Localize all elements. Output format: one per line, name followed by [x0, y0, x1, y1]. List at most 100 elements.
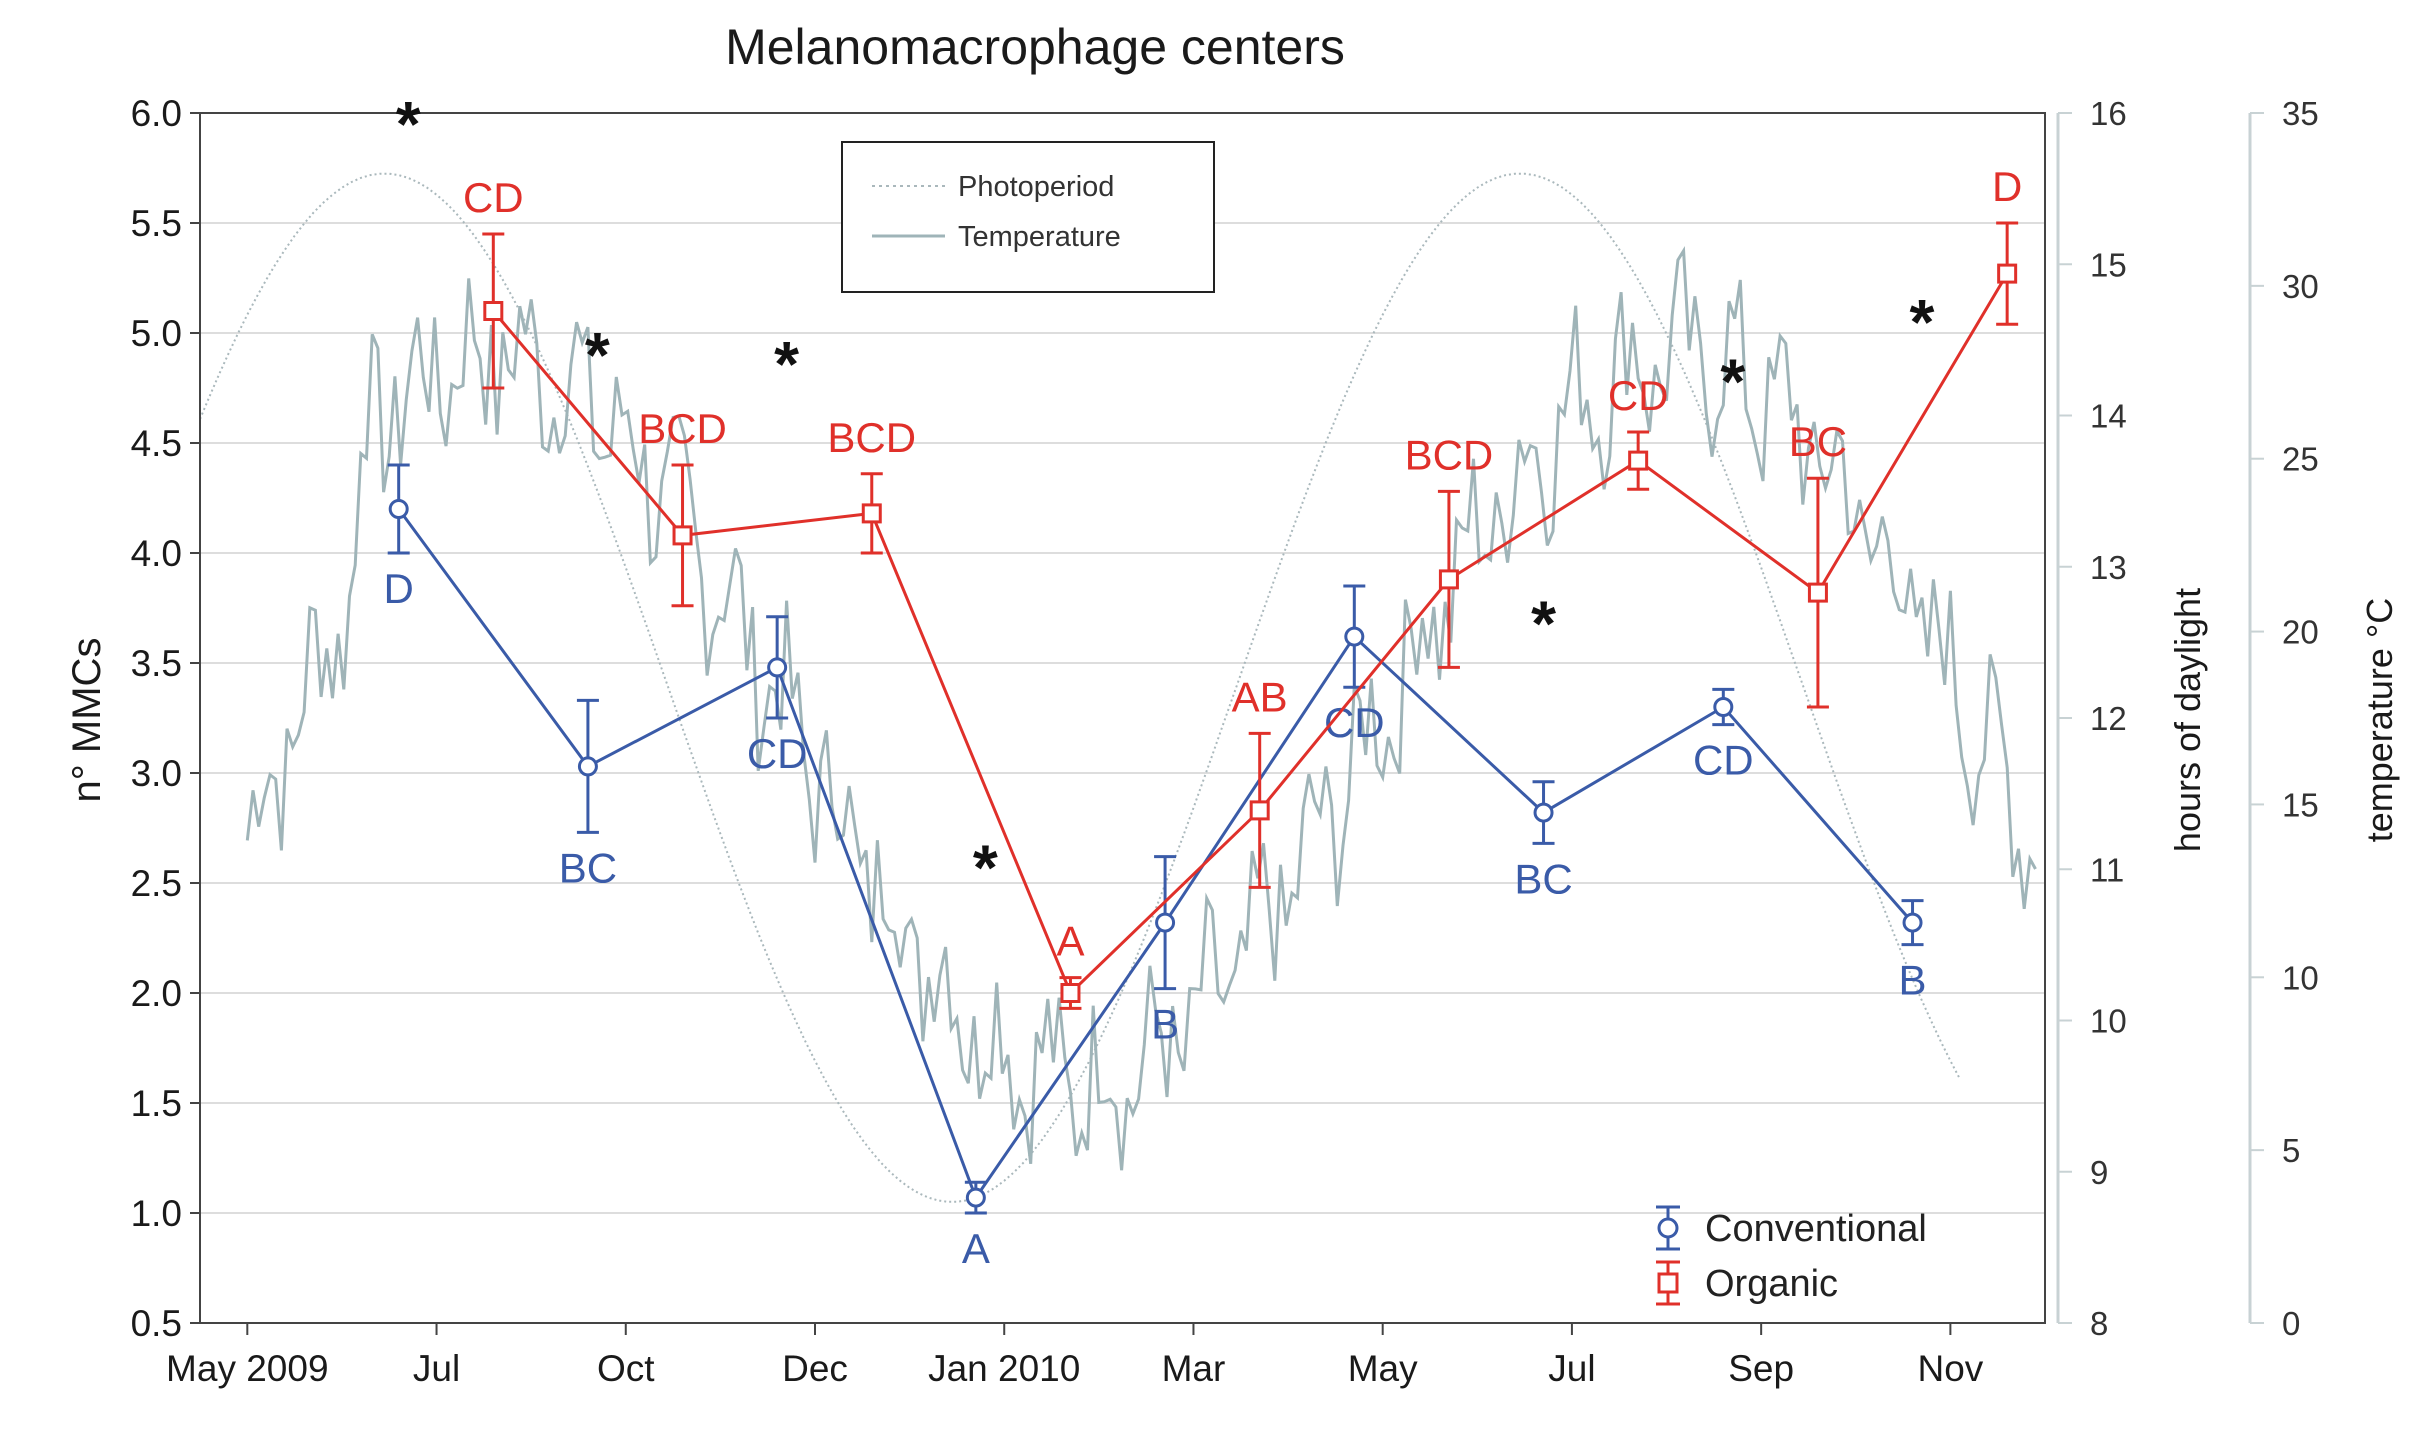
data-point — [672, 525, 693, 546]
significance-letter: CD — [463, 174, 524, 221]
x-tick-label: Oct — [597, 1348, 655, 1389]
right-tick-label: 0 — [2282, 1305, 2300, 1342]
significance-letter: CD — [1693, 737, 1754, 784]
right-tick-label: 13 — [2090, 549, 2127, 586]
photoperiod-legend-label: Photoperiod — [958, 171, 1114, 203]
significance-letter: B — [1899, 957, 1927, 1004]
temperature-axis-ticks: 0 5 10 15 20 25 30 35 — [2250, 95, 2319, 1342]
significance-letter: CD — [747, 730, 808, 777]
y-tick-label: 1.0 — [131, 1193, 182, 1234]
x-tick-label: Nov — [1917, 1348, 1983, 1389]
data-point — [1438, 569, 1459, 590]
right-tick-label: 11 — [2090, 851, 2124, 888]
x-tick-label: Jan 2010 — [928, 1348, 1080, 1389]
y-tick-label: 5.0 — [131, 313, 182, 354]
right-tick-label: 5 — [2282, 1132, 2300, 1169]
plot-frame — [199, 112, 2046, 1324]
right-tick-label: 9 — [2090, 1154, 2108, 1191]
data-point — [1713, 697, 1734, 717]
data-point — [861, 503, 882, 524]
data-point — [1807, 582, 1828, 603]
significance-star: * — [1531, 587, 1556, 659]
daylight-axis-label: hours of daylight — [2167, 588, 2208, 852]
significance-star: * — [585, 319, 610, 391]
x-tick-label: Dec — [782, 1348, 848, 1389]
main-legend: Conventional Organic — [1656, 1205, 1927, 1306]
series-line — [397, 508, 1914, 1201]
right-tick-label: 10 — [2282, 959, 2319, 996]
x-axis-ticks: May 2009 Jul Oct Dec Jan 2010 Mar May Jul Sep Nov — [166, 1323, 1984, 1389]
background-lines — [199, 172, 2037, 1203]
temperature-line — [245, 245, 2037, 1171]
y-tick-label: 4.0 — [131, 533, 182, 574]
significance-star: * — [973, 832, 998, 904]
x-tick-label: Jul — [1548, 1348, 1595, 1389]
significance-letter: D — [384, 565, 414, 612]
right-tick-label: 15 — [2282, 786, 2319, 823]
x-tick-label: Jul — [413, 1348, 460, 1389]
right-tick-label: 15 — [2090, 246, 2127, 283]
conventional-legend-label: Conventional — [1705, 1208, 1927, 1250]
data-point — [483, 301, 504, 321]
organic-legend-marker — [1656, 1260, 1680, 1306]
right-tick-label: 16 — [2090, 95, 2127, 132]
significance-stars: * * * * * * * — [396, 88, 1935, 904]
conventional-legend-marker — [1656, 1205, 1680, 1251]
x-tick-label: Sep — [1728, 1348, 1794, 1389]
y-tick-label: 3.0 — [131, 753, 182, 794]
data-point — [1902, 912, 1923, 933]
significance-star: * — [396, 88, 421, 160]
significance-letter: AB — [1232, 673, 1288, 720]
y-tick-label: 6.0 — [131, 93, 182, 134]
temperature-axis-label: temperature °C — [2359, 598, 2400, 843]
right-tick-label: 20 — [2282, 614, 2319, 651]
organic-legend-label: Organic — [1705, 1263, 1838, 1305]
significance-letter: BC — [1789, 418, 1847, 465]
x-tick-label: May 2009 — [166, 1348, 329, 1389]
data-point — [1155, 912, 1176, 933]
data-point — [1533, 802, 1554, 823]
significance-star: * — [1720, 345, 1745, 417]
significance-letter: B — [1151, 1001, 1179, 1048]
inset-legend: Photoperiod Temperature — [841, 141, 1215, 293]
x-tick-label: Mar — [1162, 1348, 1226, 1389]
inset-legend-box — [841, 141, 1215, 293]
y-tick-label: 2.5 — [131, 863, 182, 904]
y-tick-label: 1.5 — [131, 1083, 182, 1124]
significance-letter: BC — [1514, 855, 1572, 902]
temperature-legend-label: Temperature — [958, 221, 1121, 253]
data-point — [1249, 800, 1270, 821]
y-tick-label: 5.5 — [131, 203, 182, 244]
significance-letter: D — [1992, 163, 2022, 210]
data-point — [1997, 263, 2018, 284]
chart-title: Melanomacrophage centers — [725, 19, 1345, 75]
y-tick-label: 3.5 — [131, 643, 182, 684]
right-tick-label: 12 — [2090, 700, 2127, 737]
x-tick-label: May — [1348, 1348, 1418, 1389]
y-axis-label: n° MMCs — [65, 638, 109, 803]
significance-letter: A — [1056, 918, 1084, 965]
y-tick-label: 4.5 — [131, 423, 182, 464]
y-axis-ticks: 0.5 1.0 1.5 2.0 2.5 3.0 3.5 4.0 4.5 5.0 5.5 6.0 — [131, 93, 200, 1344]
significance-letter: BCD — [638, 405, 727, 452]
significance-letter: CD — [1608, 372, 1669, 419]
y-tick-label: 0.5 — [131, 1303, 182, 1344]
data-point — [1628, 450, 1649, 471]
y-tick-label: 2.0 — [131, 973, 182, 1014]
data-point — [767, 657, 788, 678]
right-tick-label: 30 — [2282, 268, 2319, 305]
data-point — [388, 499, 409, 519]
right-tick-label: 8 — [2090, 1305, 2108, 1342]
significance-letter: BCD — [827, 414, 916, 461]
data-point — [1060, 983, 1081, 1003]
data-point — [965, 1187, 986, 1208]
significance-star: * — [774, 328, 799, 400]
right-tick-label: 10 — [2090, 1003, 2127, 1040]
grid-lines — [200, 222, 2045, 1214]
data-point — [577, 756, 598, 777]
right-tick-label: 14 — [2090, 398, 2127, 435]
data-point — [1344, 626, 1365, 647]
